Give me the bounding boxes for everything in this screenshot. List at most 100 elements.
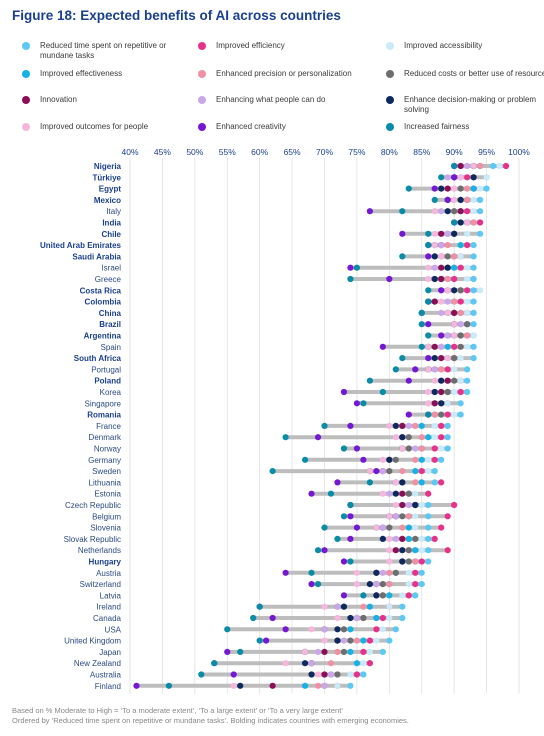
dot-improved-efficiency <box>464 208 471 215</box>
dot-improved-effectiveness <box>405 535 412 542</box>
dot-enhanced-creativity <box>438 332 445 339</box>
dot-reduced-costs-or-better-use-of-resources <box>334 671 341 678</box>
dot-innovation <box>451 309 458 316</box>
dot-improved-outcomes-for-people <box>425 388 432 396</box>
dot-innovation <box>438 275 445 283</box>
dot-increased-fairness <box>237 648 244 655</box>
legend-swatch <box>198 70 206 78</box>
dot-reduced-time-spent-on-repetitive-or-mundane-tasks <box>470 275 477 283</box>
dot-enhanced-precision-or-personalization <box>412 456 419 463</box>
dot-enhanced-creativity <box>340 592 348 599</box>
dot-enhancing-what-people-can-do <box>405 501 412 509</box>
dot-reduced-costs-or-better-use-of-resources <box>451 208 458 215</box>
country-label: Romania <box>87 411 121 420</box>
dot-reduced-time-spent-on-repetitive-or-mundane-tasks <box>347 682 354 689</box>
dot-improved-efficiency <box>379 614 386 622</box>
dot-increased-fairness <box>321 524 328 531</box>
dot-enhancing-what-people-can-do <box>321 626 328 633</box>
dot-improved-outcomes-for-people <box>334 614 341 622</box>
dot-enhanced-precision-or-personalization <box>457 309 464 316</box>
dot-improved-efficiency <box>451 275 458 283</box>
dot-increased-fairness <box>256 603 263 610</box>
dot-innovation <box>431 298 438 305</box>
dot-improved-accessibility <box>464 343 471 350</box>
dot-improved-efficiency <box>464 287 471 294</box>
dot-improved-accessibility <box>405 581 412 588</box>
dot-increased-fairness <box>327 490 335 497</box>
dot-improved-efficiency <box>444 366 451 373</box>
dot-reduced-time-spent-on-repetitive-or-mundane-tasks <box>470 287 477 294</box>
dot-enhance-decision-making-or-problem-solving <box>373 569 380 576</box>
dot-reduced-time-spent-on-repetitive-or-mundane-tasks <box>418 569 425 576</box>
dot-enhancing-what-people-can-do <box>392 513 399 520</box>
dot-improved-outcomes-for-people <box>353 581 361 588</box>
legend-swatch <box>22 42 30 50</box>
dot-enhanced-creativity <box>347 422 354 429</box>
dot-enhance-decision-making-or-problem-solving <box>431 388 438 396</box>
dot-enhanced-creativity <box>360 456 367 463</box>
dot-innovation <box>444 185 451 192</box>
country-label: Greece <box>95 275 122 284</box>
legend-swatch <box>386 70 394 78</box>
dot-enhance-decision-making-or-problem-solving <box>399 558 406 565</box>
dot-improved-outcomes-for-people <box>425 343 432 350</box>
dot-enhanced-precision-or-personalization <box>353 637 361 644</box>
dot-enhance-decision-making-or-problem-solving <box>451 230 458 237</box>
dot-reduced-costs-or-better-use-of-resources <box>386 468 393 475</box>
dot-enhanced-creativity <box>379 343 386 350</box>
dot-enhanced-precision-or-personalization <box>444 275 451 283</box>
country-label: New Zealand <box>74 659 121 668</box>
dot-increased-fairness <box>379 388 386 396</box>
dot-improved-accessibility <box>399 592 406 599</box>
dot-reduced-time-spent-on-repetitive-or-mundane-tasks <box>477 208 484 215</box>
dot-increased-fairness <box>451 219 458 226</box>
dot-improved-accessibility <box>425 468 432 475</box>
dot-enhancing-what-people-can-do <box>379 468 386 475</box>
dot-enhanced-creativity <box>438 287 445 294</box>
dot-reduced-time-spent-on-repetitive-or-mundane-tasks <box>360 671 367 678</box>
legend-label: Improved effectiveness <box>40 69 123 78</box>
dot-improved-effectiveness <box>425 434 432 441</box>
dot-reduced-time-spent-on-repetitive-or-mundane-tasks <box>470 264 477 271</box>
dot-improved-accessibility <box>412 513 419 520</box>
dot-reduced-time-spent-on-repetitive-or-mundane-tasks <box>438 456 445 463</box>
dot-improved-effectiveness <box>301 682 309 689</box>
dot-increased-fairness <box>399 208 406 215</box>
dot-improved-effectiveness <box>470 185 477 192</box>
dot-increased-fairness <box>399 253 406 260</box>
dot-enhance-decision-making-or-problem-solving <box>412 501 419 509</box>
dot-reduced-time-spent-on-repetitive-or-mundane-tasks <box>392 626 399 633</box>
dot-enhance-decision-making-or-problem-solving <box>392 490 399 497</box>
dot-increased-fairness <box>224 626 231 633</box>
country-label: Lithuania <box>89 478 122 487</box>
dot-enhanced-precision-or-personalization <box>314 682 322 689</box>
dot-improved-outcomes-for-people <box>438 253 445 260</box>
dot-improved-accessibility <box>334 682 341 689</box>
dot-improved-efficiency <box>366 637 373 644</box>
dot-enhance-decision-making-or-problem-solving <box>301 660 309 667</box>
dot-improved-accessibility <box>418 535 425 542</box>
dot-enhance-decision-making-or-problem-solving <box>237 682 244 689</box>
dot-reduced-costs-or-better-use-of-resources <box>340 626 348 633</box>
dot-improved-accessibility <box>431 422 438 429</box>
dot-improved-outcomes-for-people <box>431 377 438 384</box>
dot-increased-fairness <box>250 614 257 622</box>
dot-reduced-costs-or-better-use-of-resources <box>412 535 419 542</box>
dot-increased-fairness <box>425 287 432 294</box>
x-tick-label: 80% <box>381 147 398 157</box>
dot-improved-effectiveness <box>412 468 419 475</box>
dot-reduced-costs-or-better-use-of-resources <box>451 355 458 362</box>
dot-improved-outcomes-for-people <box>230 682 237 689</box>
dot-improved-efficiency <box>477 219 484 226</box>
dot-increased-fairness <box>347 501 354 509</box>
dot-enhanced-precision-or-personalization <box>386 581 393 588</box>
legend-label: Innovation <box>40 95 77 104</box>
dot-reduced-costs-or-better-use-of-resources <box>392 569 399 576</box>
country-label: Czech Republic <box>65 501 121 510</box>
country-label: Latvia <box>100 591 122 600</box>
legend-swatch <box>198 123 206 131</box>
dot-improved-outcomes-for-people <box>314 671 322 678</box>
country-label: Ireland <box>97 603 121 612</box>
dot-improved-effectiveness <box>418 456 425 463</box>
dot-increased-fairness <box>301 456 309 463</box>
